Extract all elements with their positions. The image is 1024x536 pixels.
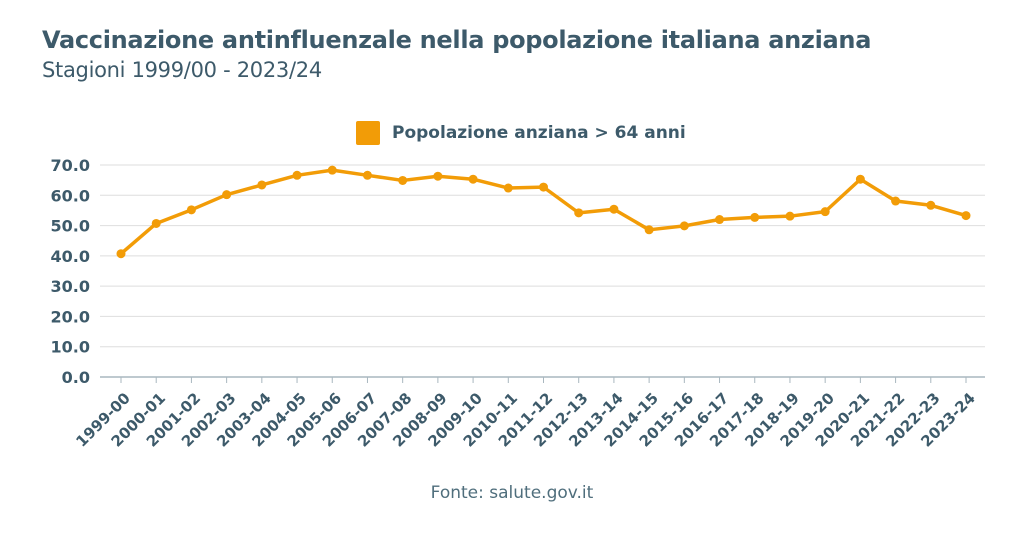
y-tick-label: 50.0 (51, 217, 90, 236)
data-point (503, 183, 513, 193)
data-point (539, 182, 548, 192)
data-point (116, 249, 126, 259)
data-point (679, 221, 689, 231)
data-point (855, 174, 865, 184)
data-point (468, 174, 478, 184)
data-point (433, 171, 443, 181)
data-point (186, 205, 196, 215)
y-tick-label: 0.0 (62, 368, 90, 387)
data-point (574, 208, 584, 218)
chart-subtitle: Stagioni 1999/00 - 2023/24 (42, 58, 322, 82)
data-point (750, 212, 760, 222)
source-note: Fonte: salute.gov.it (430, 483, 594, 503)
y-tick-label: 20.0 (51, 307, 90, 326)
data-point (715, 215, 725, 225)
data-point (891, 196, 901, 206)
data-point (257, 180, 267, 190)
data-point (820, 207, 830, 217)
data-point (292, 170, 302, 180)
y-tick-label: 70.0 (51, 156, 90, 175)
chart-title: Vaccinazione antinfluenzale nella popola… (42, 26, 872, 54)
legend: Popolazione anziana > 64 anni (356, 121, 686, 145)
y-tick-label: 10.0 (51, 338, 90, 357)
data-point (926, 200, 936, 210)
data-point (609, 204, 619, 214)
data-point (362, 170, 372, 180)
legend-label: Popolazione anziana > 64 anni (392, 123, 686, 143)
y-tick-label: 30.0 (51, 277, 90, 296)
y-tick-label: 40.0 (51, 247, 90, 266)
data-point (961, 211, 971, 221)
data-point (151, 218, 161, 228)
y-tick-label: 60.0 (51, 186, 90, 205)
data-point (327, 165, 337, 175)
data-point (644, 225, 654, 235)
legend-swatch (356, 121, 380, 145)
line-chart: 0.010.020.030.040.050.060.070.01999-0020… (51, 156, 985, 451)
data-point (785, 211, 795, 221)
data-point (222, 190, 232, 200)
data-point (398, 175, 408, 185)
